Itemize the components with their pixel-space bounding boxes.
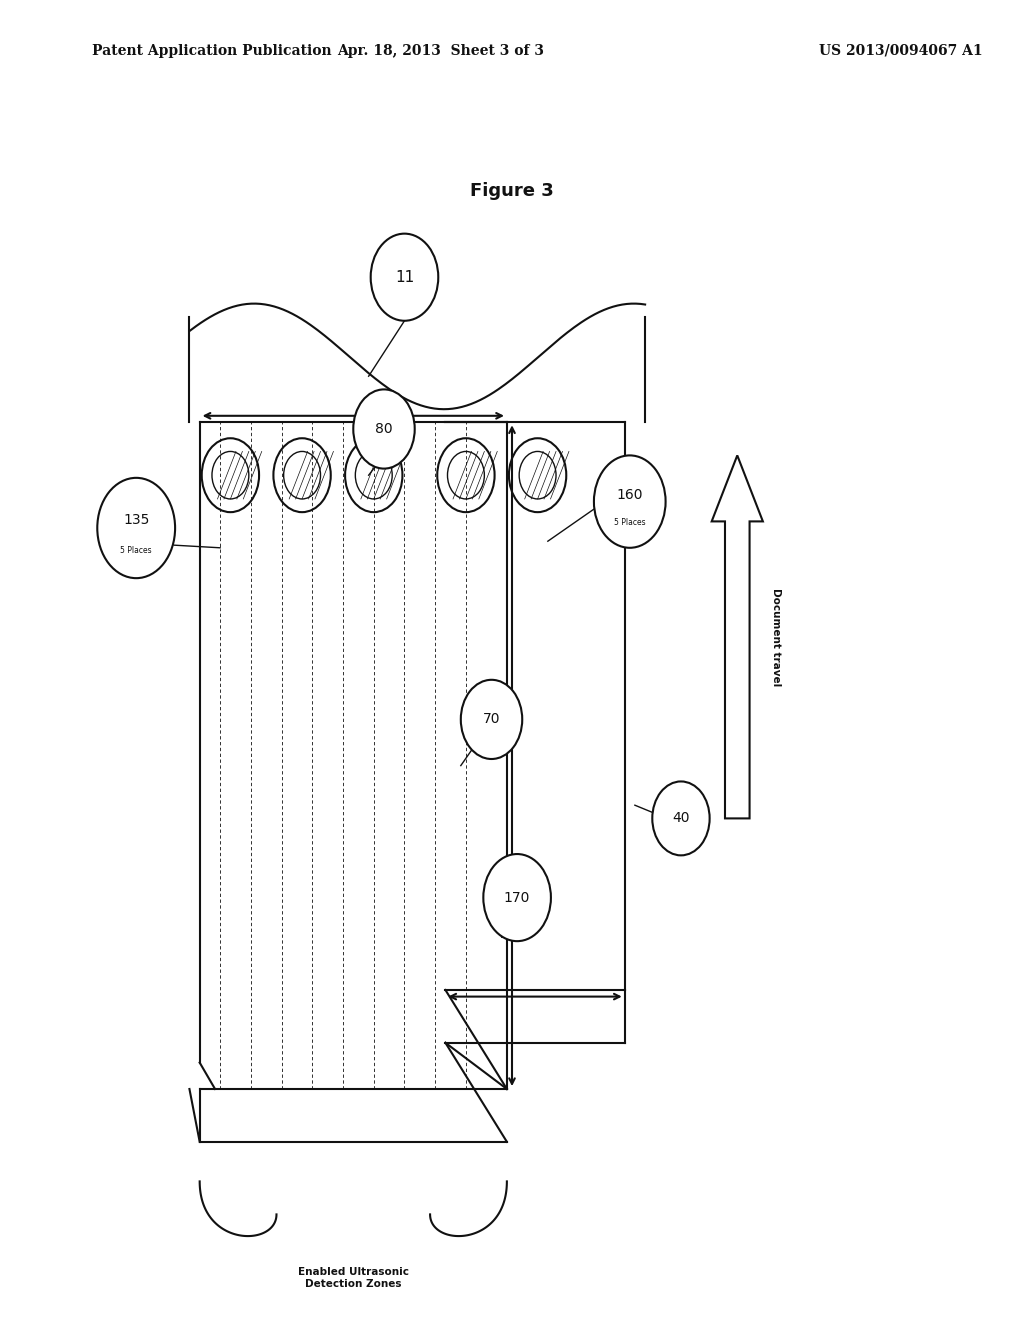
Text: 170: 170 [504, 891, 530, 904]
Text: Apr. 18, 2013  Sheet 3 of 3: Apr. 18, 2013 Sheet 3 of 3 [337, 44, 544, 58]
Text: 135: 135 [123, 513, 150, 528]
Circle shape [97, 478, 175, 578]
Text: Document travel: Document travel [771, 587, 781, 686]
Text: 160: 160 [616, 487, 643, 502]
Polygon shape [712, 455, 763, 818]
Text: 80: 80 [375, 422, 393, 436]
Text: 5 Places: 5 Places [121, 546, 152, 556]
Text: 11: 11 [395, 269, 414, 285]
Circle shape [594, 455, 666, 548]
Circle shape [483, 854, 551, 941]
Text: US 2013/0094067 A1: US 2013/0094067 A1 [819, 44, 983, 58]
Text: Figure 3: Figure 3 [470, 182, 554, 201]
Text: 5 Places: 5 Places [614, 517, 645, 527]
Text: 70: 70 [482, 713, 501, 726]
Text: Patent Application Publication: Patent Application Publication [92, 44, 332, 58]
Text: 40: 40 [672, 812, 690, 825]
Text: Enabled Ultrasonic
Detection Zones: Enabled Ultrasonic Detection Zones [298, 1267, 409, 1288]
Circle shape [652, 781, 710, 855]
Circle shape [353, 389, 415, 469]
Circle shape [371, 234, 438, 321]
Circle shape [461, 680, 522, 759]
